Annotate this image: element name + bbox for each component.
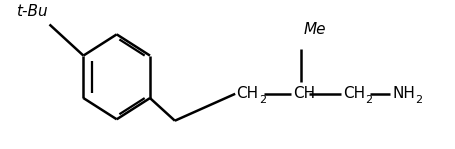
Text: CH: CH	[293, 86, 315, 101]
Text: t-Bu: t-Bu	[15, 4, 47, 19]
Text: 2: 2	[415, 95, 422, 105]
Text: Me: Me	[303, 22, 326, 37]
Text: NH: NH	[393, 86, 415, 101]
Text: CH: CH	[343, 86, 365, 101]
Text: 2: 2	[259, 95, 266, 105]
Text: 2: 2	[365, 95, 373, 105]
Text: CH: CH	[237, 86, 259, 101]
